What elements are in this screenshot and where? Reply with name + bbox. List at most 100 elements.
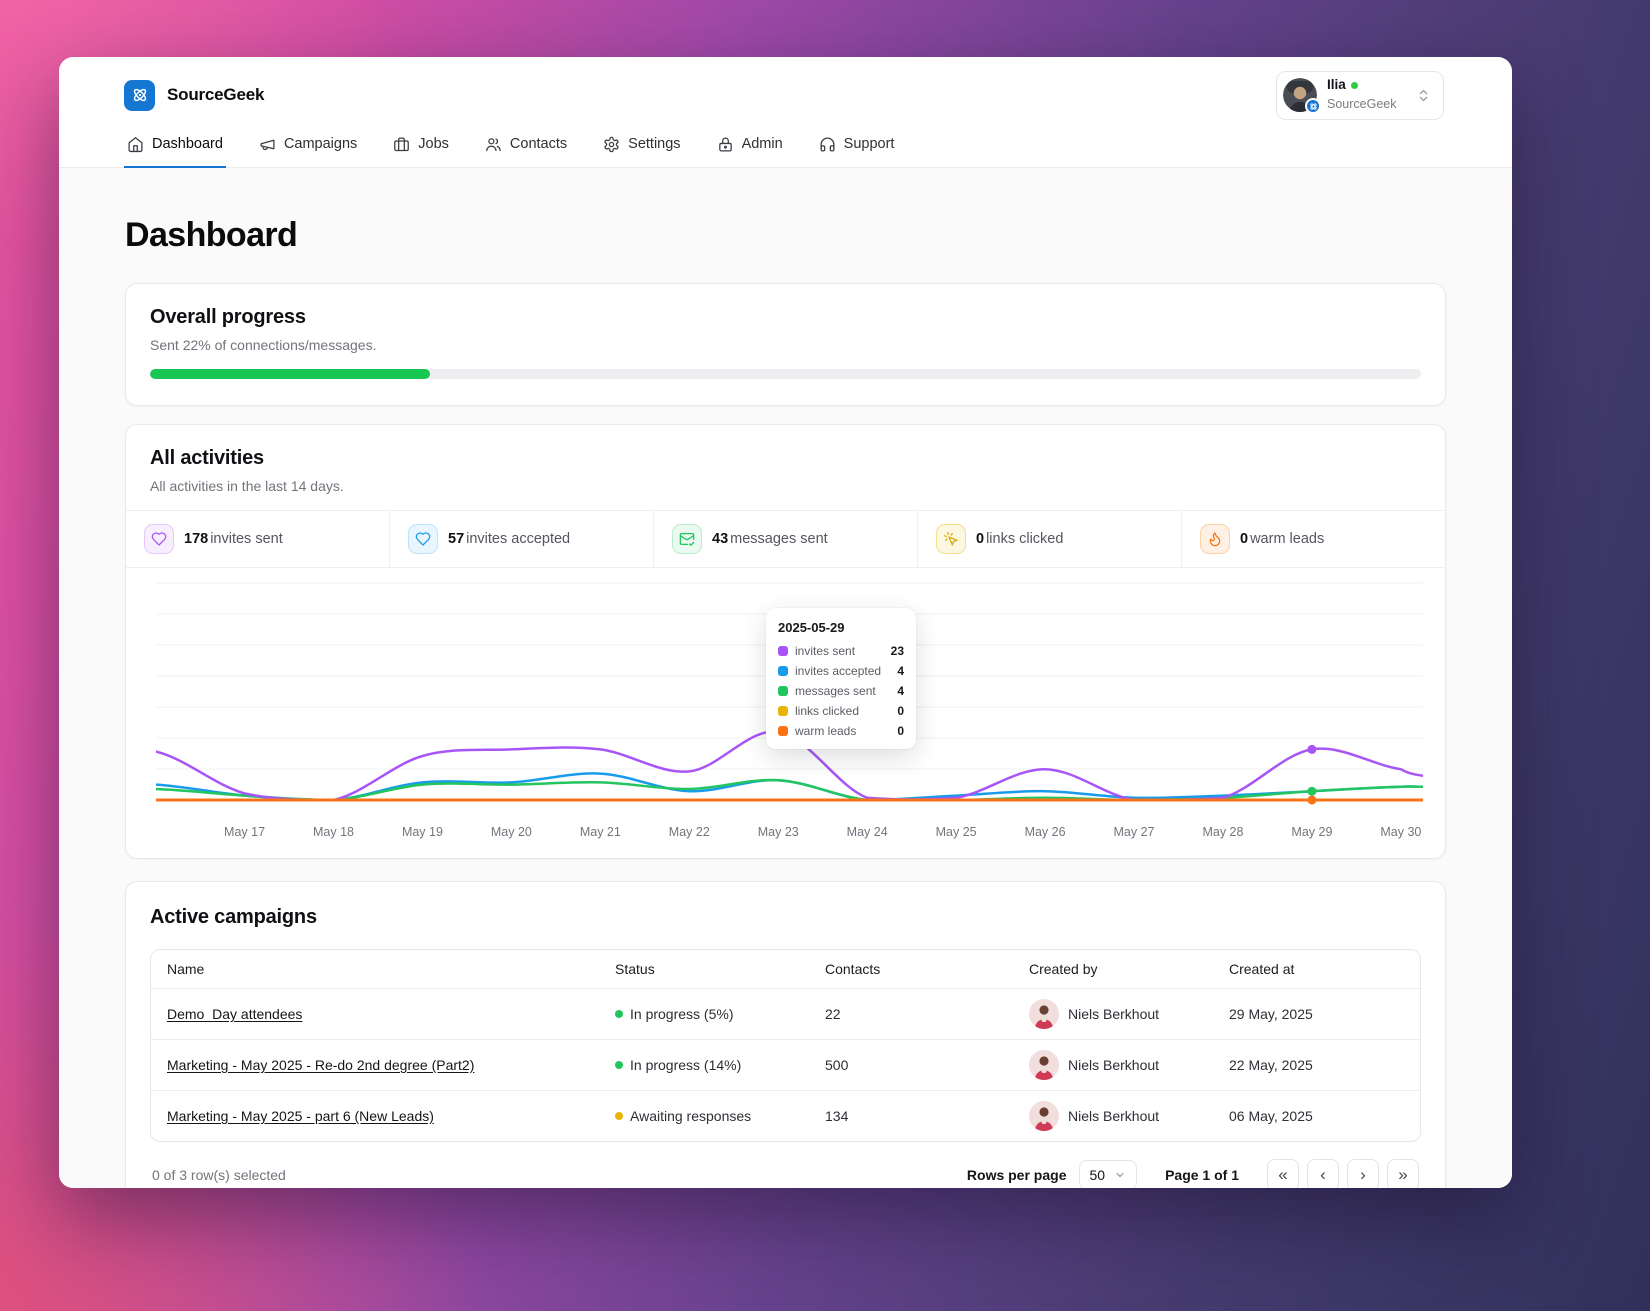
status-cell: Awaiting responses <box>599 1098 809 1134</box>
first-page-button[interactable]: « <box>1267 1158 1299 1188</box>
invites-accepted-icon <box>408 523 438 554</box>
page-content: Dashboard Overall progress Sent 22% of c… <box>59 167 1512 1188</box>
overall-progress-card: Overall progress Sent 22% of connections… <box>125 282 1446 406</box>
created-at-cell: 22 May, 2025 <box>1229 1056 1313 1073</box>
overall-progress-subtitle: Sent 22% of connections/messages. <box>150 336 377 353</box>
series-swatch-warm-leads <box>778 725 788 736</box>
app-window: SourceGeek Ilia <box>59 57 1512 1188</box>
table-footer: 0 of 3 row(s) selected Rows per page 50 … <box>150 1157 1421 1188</box>
pagination: « ‹ › » <box>1267 1158 1419 1188</box>
tab-admin[interactable]: Admin <box>714 124 786 168</box>
users-icon <box>485 136 502 153</box>
table-header-row: Name Status Contacts Created by Created … <box>151 950 1420 988</box>
home-icon <box>127 136 144 153</box>
all-activities-title: All activities <box>150 446 264 469</box>
x-axis-label: May 21 <box>579 824 621 839</box>
created-at-cell: 06 May, 2025 <box>1229 1107 1313 1124</box>
x-axis-label: May 17 <box>224 824 266 839</box>
x-axis-label: May 23 <box>757 824 799 839</box>
creator-avatar <box>1029 998 1059 1029</box>
stat-messages-sent: 43 messages sent <box>653 510 917 567</box>
created-at-cell: 29 May, 2025 <box>1229 1005 1313 1022</box>
activity-stats-row: 178 invites sent 57 invites accepted 43 mes… <box>126 509 1445 568</box>
stat-invites-sent: 178 invites sent <box>126 511 389 567</box>
progress-bar-fill <box>150 368 430 379</box>
table-row[interactable]: Marketing - May 2025 - part 6 (New Leads… <box>151 1089 1420 1141</box>
campaign-link[interactable]: Demo_Day attendees <box>167 1005 303 1022</box>
series-swatch-links-clicked <box>778 705 788 716</box>
tooltip-row: invites sent 23 <box>778 644 904 658</box>
campaigns-table: Name Status Contacts Created by Created … <box>150 948 1421 1142</box>
pointer-click-icon <box>936 523 966 554</box>
x-axis-label: May 22 <box>668 824 710 839</box>
table-row[interactable]: Demo_Day attendees In progress (5%) 22 N… <box>151 987 1420 1039</box>
tab-campaigns[interactable]: Campaigns <box>256 124 360 168</box>
sourcegeek-logo-icon <box>124 79 155 111</box>
column-header-contacts: Contacts <box>825 960 881 977</box>
topbar: SourceGeek Ilia <box>59 57 1512 124</box>
chart-tooltip: 2025-05-29 invites sent 23 invites accep… <box>766 607 916 749</box>
x-axis-label: May 24 <box>846 824 888 839</box>
chevron-down-icon <box>1114 1169 1126 1181</box>
x-axis-label: May 27 <box>1113 824 1155 839</box>
tab-settings[interactable]: Settings <box>600 124 683 168</box>
status-cell: In progress (5%) <box>599 996 809 1032</box>
x-axis-label: May 29 <box>1291 824 1333 839</box>
created-by-cell: Niels Berkhout <box>1013 989 1213 1039</box>
active-campaigns-title: Active campaigns <box>150 905 317 928</box>
headphones-icon <box>819 136 836 153</box>
status-cell: In progress (14%) <box>599 1047 809 1083</box>
tooltip-row: invites accepted 4 <box>778 664 904 678</box>
tab-support[interactable]: Support <box>816 124 898 168</box>
activity-line-chart[interactable] <box>156 568 1423 818</box>
series-swatch-messages-sent <box>778 685 788 696</box>
profile-menu-button[interactable]: Ilia SourceGeek <box>1276 71 1444 120</box>
stat-links-clicked: 0 links clicked <box>917 510 1181 567</box>
x-axis-label: May 18 <box>313 824 354 839</box>
tab-dashboard[interactable]: Dashboard <box>124 124 226 168</box>
rows-per-page-select[interactable]: 50 <box>1078 1159 1138 1188</box>
x-axis-label: May 20 <box>490 824 532 839</box>
active-campaigns-card: Active campaigns Name Status Contacts Cr… <box>125 880 1446 1188</box>
column-header-name: Name <box>167 960 205 977</box>
sourcegeek-badge-icon <box>1305 98 1321 115</box>
creator-avatar <box>1029 1049 1059 1080</box>
contacts-cell: 22 <box>825 1005 841 1022</box>
page-title: Dashboard <box>125 215 298 254</box>
page-indicator: Page 1 of 1 <box>1165 1166 1239 1183</box>
online-status-dot <box>1350 81 1358 89</box>
selected-rows-text: 0 of 3 row(s) selected <box>152 1166 286 1183</box>
prev-page-button[interactable]: ‹ <box>1307 1158 1339 1188</box>
main-nav: Dashboard Campaigns Jobs Contacts Settin… <box>59 124 1512 168</box>
campaign-link[interactable]: Marketing - May 2025 - Re-do 2nd degree … <box>167 1056 475 1073</box>
created-by-cell: Niels Berkhout <box>1013 1091 1213 1141</box>
rows-per-page-label: Rows per page <box>966 1166 1067 1183</box>
last-page-button[interactable]: » <box>1387 1158 1419 1188</box>
campaign-link[interactable]: Marketing - May 2025 - part 6 (New Leads… <box>167 1107 434 1124</box>
contacts-cell: 500 <box>825 1056 849 1073</box>
tooltip-date: 2025-05-29 <box>778 619 845 635</box>
column-header-status: Status <box>615 960 655 977</box>
mail-check-icon <box>672 523 702 554</box>
all-activities-subtitle: All activities in the last 14 days. <box>150 477 344 494</box>
tab-contacts[interactable]: Contacts <box>482 124 570 168</box>
x-axis-labels: May 17 May 18 May 19 May 20 May 21 May 22 May … <box>156 820 1423 846</box>
brand: SourceGeek <box>124 79 265 111</box>
activity-chart-area: May 17 May 18 May 19 May 20 May 21 May 22 May … <box>126 568 1445 858</box>
created-by-cell: Niels Berkhout <box>1013 1040 1213 1090</box>
tooltip-row: warm leads 0 <box>778 724 904 738</box>
creator-avatar <box>1029 1100 1059 1131</box>
brand-name: SourceGeek <box>167 85 265 105</box>
invites-sent-icon <box>144 523 174 554</box>
next-page-button[interactable]: › <box>1347 1158 1379 1188</box>
tab-jobs[interactable]: Jobs <box>390 124 452 168</box>
user-avatar <box>1283 78 1321 115</box>
progress-bar <box>150 368 1421 379</box>
x-axis-label: May 28 <box>1202 824 1244 839</box>
x-axis-label: May 30 <box>1380 824 1422 839</box>
table-row[interactable]: Marketing - May 2025 - Re-do 2nd degree … <box>151 1038 1420 1090</box>
tooltip-row: links clicked 0 <box>778 704 904 718</box>
all-activities-card: All activities All activities in the las… <box>125 423 1446 859</box>
overall-progress-title: Overall progress <box>150 305 306 328</box>
column-header-created-at: Created at <box>1229 960 1295 977</box>
